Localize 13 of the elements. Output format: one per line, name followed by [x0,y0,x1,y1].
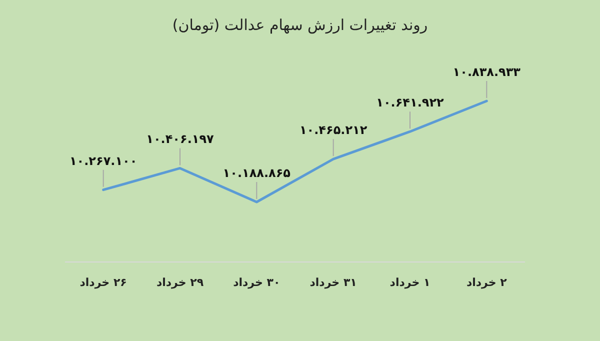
data-label: ۱۰.۱۸۸.۸۶۵ [222,166,291,180]
data-label: ۱۰.۸۳۸.۹۳۳ [452,65,522,79]
x-tick-label: ۲ خرداد [466,276,508,289]
x-tick-label: ۱ خرداد [390,276,430,289]
x-tick-label: ۳۱ خرداد [310,276,357,289]
chart-title: روند تغییرات ارزش سهام عدالت (تومان) [172,16,428,34]
x-tick-label: ۳۰ خرداد [233,276,280,289]
x-tick-label: ۲۹ خرداد [156,276,204,289]
data-label: ۱۰.۴۰۶.۱۹۷ [146,132,215,146]
data-label: ۱۰.۴۶۵.۲۱۲ [299,123,368,138]
data-label: ۱۰.۶۴۱.۹۲۲ [376,96,445,110]
x-tick-label: ۲۶ خرداد [80,276,127,289]
data-label: ۱۰.۲۶۷.۱۰۰ [69,154,138,168]
